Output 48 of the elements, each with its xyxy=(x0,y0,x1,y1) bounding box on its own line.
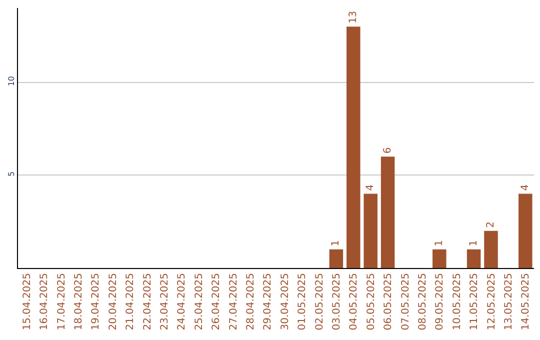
bar xyxy=(364,194,378,268)
x-tick-label: 24.04.2025 xyxy=(176,273,188,330)
data-label: 2 xyxy=(486,221,496,228)
x-tick-label: 30.04.2025 xyxy=(280,273,291,330)
x-tick-label: 06.05.2025 xyxy=(383,273,394,330)
x-tick-label: 07.05.2025 xyxy=(400,273,412,330)
x-tick-label: 21.04.2025 xyxy=(125,273,136,330)
data-label: 13 xyxy=(348,10,359,24)
x-tick-label: 26.04.2025 xyxy=(211,273,222,330)
x-tick-label: 18.04.2025 xyxy=(73,273,84,330)
bar xyxy=(346,26,360,268)
data-label: 1 xyxy=(434,240,445,246)
x-tick-label: 12.05.2025 xyxy=(486,273,498,330)
x-tick-label: 01.05.2025 xyxy=(297,273,308,330)
x-tick-label: 14.05.2025 xyxy=(520,273,532,330)
x-tick-label: 08.05.2025 xyxy=(417,273,428,330)
x-tick-label: 04.05.2025 xyxy=(348,273,360,330)
x-tick-label: 27.04.2025 xyxy=(228,273,240,330)
x-tick-label: 28.04.2025 xyxy=(245,273,256,330)
bar xyxy=(329,249,344,268)
x-tick-label: 16.04.2025 xyxy=(39,273,50,330)
bar xyxy=(380,156,395,268)
y-tick-label: 5 xyxy=(6,171,16,176)
x-tick-label: 20.04.2025 xyxy=(108,273,119,330)
x-tick-label: 10.05.2025 xyxy=(452,273,463,330)
x-tick-label: 25.04.2025 xyxy=(194,273,205,330)
x-tick-label: 11.05.2025 xyxy=(469,273,480,330)
x-tick-label: 13.05.2025 xyxy=(503,273,514,330)
x-tick-label: 03.05.2025 xyxy=(331,273,342,330)
y-tick-label: 10 xyxy=(6,76,16,86)
x-tick-label: 15.04.2025 xyxy=(22,273,33,330)
data-label: 1 xyxy=(330,240,342,246)
data-label: 4 xyxy=(520,184,531,191)
bar xyxy=(466,249,481,268)
data-label: 4 xyxy=(365,184,376,191)
bar xyxy=(484,230,498,268)
x-tick-label: 17.04.2025 xyxy=(56,273,68,330)
data-label: 1 xyxy=(468,240,480,246)
bar xyxy=(432,249,446,268)
x-tick-label: 02.05.2025 xyxy=(314,273,326,330)
bar xyxy=(518,194,532,268)
x-tick-label: 09.05.2025 xyxy=(434,273,446,330)
x-tick-label: 23.04.2025 xyxy=(159,273,170,330)
x-tick-label: 29.04.2025 xyxy=(262,273,274,330)
data-label: 6 xyxy=(382,147,394,154)
x-tick-label: 19.04.2025 xyxy=(90,273,102,330)
x-tick-label: 05.05.2025 xyxy=(366,273,377,330)
x-tick-label: 22.04.2025 xyxy=(142,273,154,330)
